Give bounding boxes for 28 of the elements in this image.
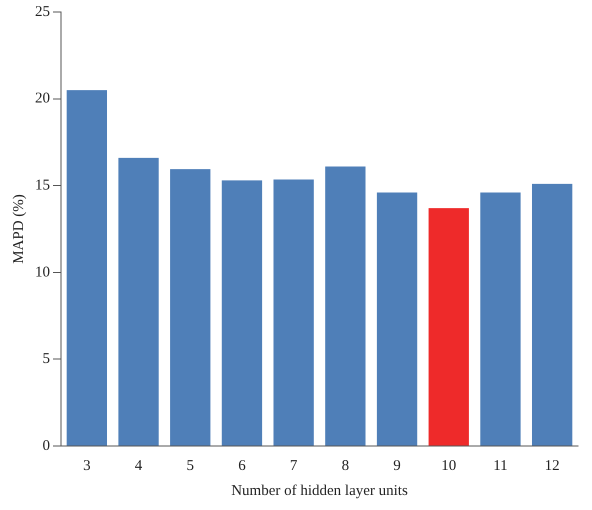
x-tick-label: 10 [441,458,456,474]
bar [118,158,159,446]
bar [325,166,366,446]
bar [480,192,521,446]
x-tick-label: 8 [342,458,350,474]
x-tick-label: 12 [544,458,560,474]
y-tick-label: 25 [35,4,50,20]
y-tick-label: 10 [35,264,50,280]
bar [532,184,572,446]
bar [376,192,418,446]
bar [428,208,469,446]
x-tick-label: 4 [134,458,143,474]
y-tick-label: 5 [42,351,50,368]
x-tick-label: 6 [238,458,246,474]
x-tick-label: 7 [290,458,298,474]
bar [170,169,210,446]
x-tick-label: 3 [83,458,91,474]
bar [66,90,108,446]
y-tick-label: 20 [35,90,50,107]
x-axis-title: Number of hidden layer units [231,482,408,499]
bar [222,180,262,446]
y-tick-label: 15 [35,178,50,194]
y-axis-title: MAPD (%) [10,194,27,264]
x-tick-label: 9 [393,458,401,474]
y-tick-label: 0 [42,438,50,454]
x-tick-label: 5 [186,458,194,474]
bar [273,180,314,446]
x-tick-label: 11 [493,458,508,474]
